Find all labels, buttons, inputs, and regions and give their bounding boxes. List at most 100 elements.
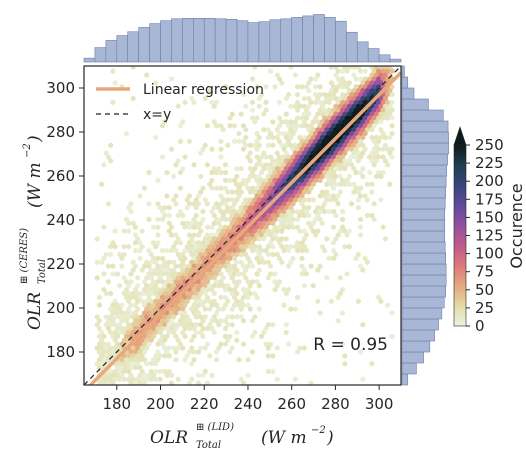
right-histogram-bar	[401, 142, 449, 155]
hexbin-cell	[301, 212, 307, 219]
y-tick-label: 180	[46, 343, 75, 361]
hexbin-cell	[256, 259, 262, 266]
colorbar-tick-label: 125	[475, 227, 504, 245]
hexbin-cell	[148, 360, 154, 367]
colorbar-label: Occurence	[507, 183, 526, 268]
hexbin-cell	[268, 68, 273, 75]
hexbin-cell	[238, 165, 244, 172]
hexbin-cell	[160, 154, 165, 160]
hexbin-cell	[157, 376, 163, 383]
top-histogram-bar	[324, 17, 336, 63]
hexbin-cell	[227, 349, 233, 355]
hexbin-cell	[349, 200, 355, 207]
hexbin-cell	[364, 259, 370, 266]
right-histogram-bar	[401, 98, 429, 111]
hexbin-cell	[103, 290, 109, 297]
hexbin-cell	[250, 247, 255, 254]
hexbin-cell	[369, 189, 375, 195]
right-histogram-bar	[401, 230, 446, 243]
hexbin-cell	[108, 142, 114, 149]
hexbin-cell	[387, 181, 393, 188]
hexbin-cell	[335, 294, 341, 301]
hexbin-cell	[105, 200, 111, 207]
hexbin-cell	[182, 356, 188, 363]
right-histogram-bar	[401, 65, 405, 78]
correlation-annotation: R = 0.95	[313, 335, 388, 355]
hexbin-cell	[270, 251, 276, 258]
hexbin-cell	[214, 349, 219, 355]
hexbin-cell	[364, 212, 370, 219]
hexbin-cell	[355, 204, 361, 211]
hexbin-cell	[346, 181, 352, 188]
hexbin-cell	[279, 259, 285, 266]
hexbin-cell	[283, 111, 289, 117]
hexbin-cell	[196, 349, 201, 355]
top-histogram-bar	[149, 23, 161, 63]
hexbin-cell	[200, 372, 206, 379]
y-tick-label: 240	[46, 211, 75, 229]
hexbin-cell	[263, 154, 269, 160]
hexbin-cell	[250, 76, 255, 82]
hexbin-cell	[322, 247, 328, 254]
hexbin-cell	[114, 271, 120, 277]
hexbin-cell	[324, 181, 330, 188]
hexbin-cell	[132, 239, 138, 246]
hexbin-cell	[277, 99, 282, 106]
y-label-units-exponent: −2	[22, 143, 33, 158]
hexbin-cell	[288, 103, 294, 110]
hexbin-cell	[283, 95, 289, 102]
hexbin-cell	[211, 329, 217, 336]
hexbin-cell	[326, 208, 332, 215]
hexbin-cell	[241, 317, 246, 324]
hexbin-cell	[164, 372, 170, 379]
hexbin-cell	[205, 224, 210, 231]
hexbin-cell	[283, 329, 289, 336]
hexbin-cell	[223, 83, 228, 90]
right-histogram-bar	[401, 274, 447, 287]
hexbin-cell	[283, 290, 289, 297]
hexbin-cell	[371, 216, 377, 223]
hexbin-cell	[263, 99, 269, 106]
hexbin-cell	[207, 306, 213, 312]
hexbin-cell	[256, 95, 262, 102]
hexbin-cell	[324, 275, 330, 281]
right-histogram-bar	[401, 362, 417, 375]
hexbin-cell	[205, 380, 210, 385]
hexbin-cell	[328, 197, 334, 203]
hexbin-cell	[126, 228, 132, 234]
colorbar-tick-label: 250	[475, 136, 504, 154]
hexbin-cell	[241, 91, 246, 98]
hexbin-cell	[286, 247, 291, 254]
top-histogram-bar	[389, 58, 402, 63]
hexbin-cell	[209, 146, 215, 153]
hexbin-cell	[202, 345, 208, 351]
hexbin-cell	[288, 306, 294, 312]
hexbin-cell	[108, 158, 114, 164]
hexbin-cell	[108, 243, 114, 250]
hexbin-cell	[223, 341, 228, 348]
hexbin-cell	[236, 356, 242, 363]
hexbin-cell	[378, 119, 384, 125]
hexbin-cell	[241, 146, 246, 153]
hexbin-cell	[182, 99, 188, 106]
hexbin-cell	[214, 185, 219, 192]
hexbin-cell	[382, 236, 388, 242]
right-histogram-bar	[401, 263, 447, 276]
hexbin-cell	[342, 360, 348, 367]
hexbin-cell	[279, 80, 285, 86]
hexbin-cell	[355, 197, 361, 203]
y-tick-label: 280	[46, 123, 75, 141]
hexbin-cell	[132, 364, 138, 371]
hexbin-cell	[265, 134, 271, 141]
hexbin-cell	[254, 271, 260, 277]
hexbin-cell	[99, 181, 105, 188]
hexbin-cell	[121, 228, 127, 234]
hexbin-cell	[214, 169, 219, 176]
hexbin-cell	[184, 204, 190, 211]
hexbin-cell	[223, 177, 228, 184]
colorbar-tick-label: 50	[475, 281, 494, 299]
colorbar-tick-label: 150	[475, 208, 504, 226]
x-label-units-close: )	[326, 428, 334, 448]
hexbin-cell	[250, 107, 255, 114]
hexbin-cell	[229, 314, 235, 320]
